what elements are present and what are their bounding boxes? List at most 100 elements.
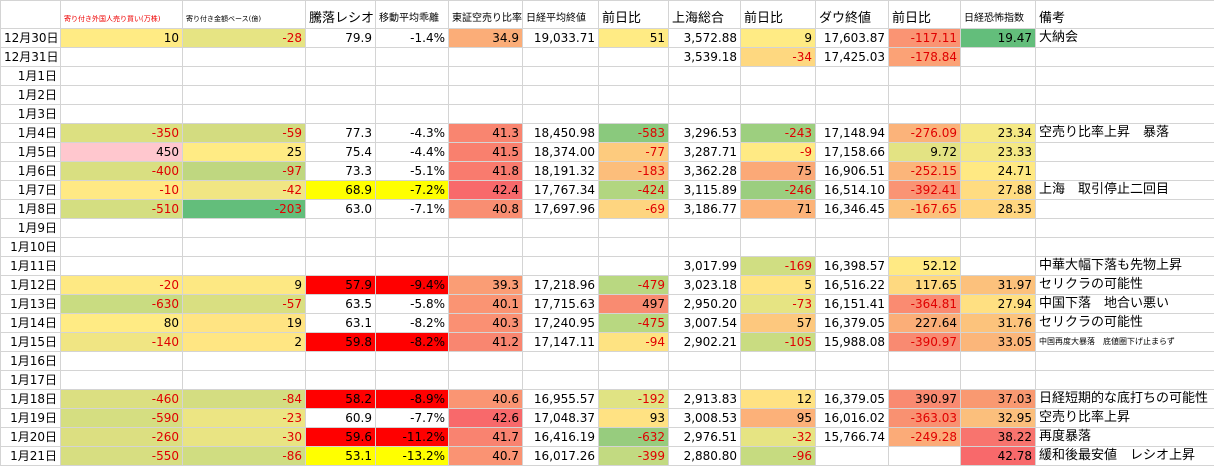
value-cell	[305, 351, 376, 371]
value-cell: 16,514.10	[815, 180, 889, 200]
value-cell	[448, 66, 523, 86]
value-cell	[375, 237, 449, 257]
date-cell: 1月3日	[0, 104, 61, 124]
value-cell	[182, 351, 306, 371]
value-cell	[448, 256, 523, 276]
value-cell	[375, 351, 449, 371]
value-cell: 2	[182, 332, 306, 352]
value-cell: -96	[740, 446, 816, 466]
value-cell	[448, 237, 523, 257]
value-cell: 17,148.94	[815, 123, 889, 143]
value-cell: 31.76	[960, 313, 1036, 333]
value-cell	[668, 66, 741, 86]
value-cell: 95	[740, 408, 816, 428]
value-cell: 3,572.88	[668, 28, 741, 48]
value-cell	[960, 66, 1036, 86]
value-cell: 24.71	[960, 161, 1036, 181]
value-cell: 3,023.18	[668, 275, 741, 295]
value-cell: -399	[598, 446, 669, 466]
value-cell	[960, 351, 1036, 371]
header-cell: 寄り付き金額ベース(億)	[182, 0, 306, 29]
value-cell	[740, 218, 816, 238]
value-cell: 58.2	[305, 389, 376, 409]
data-row: 1月1日	[0, 66, 1214, 86]
value-cell: 23.34	[960, 123, 1036, 143]
value-cell	[960, 256, 1036, 276]
value-cell	[668, 370, 741, 390]
note-cell	[1035, 370, 1214, 390]
note-cell	[1035, 104, 1214, 124]
value-cell	[305, 85, 376, 105]
value-cell: 17,603.87	[815, 28, 889, 48]
value-cell	[60, 104, 183, 124]
note-cell: 上海 取引停止二回目	[1035, 180, 1214, 200]
value-cell: 63.0	[305, 199, 376, 219]
value-cell	[448, 351, 523, 371]
value-cell	[522, 351, 599, 371]
value-cell: 60.9	[305, 408, 376, 428]
data-row: 1月15日 -140 2 59.8 -8.2% 41.2 17,147.11 -94 2,902…	[0, 332, 1214, 352]
value-cell: 16,346.45	[815, 199, 889, 219]
value-cell: -23	[182, 408, 306, 428]
value-cell: -105	[740, 332, 816, 352]
value-cell: -7.7%	[375, 408, 449, 428]
date-cell: 1月19日	[0, 408, 61, 428]
value-cell	[598, 85, 669, 105]
value-cell: -73	[740, 294, 816, 314]
value-cell: -390.97	[888, 332, 961, 352]
note-cell: 中国下落 地合い悪い	[1035, 294, 1214, 314]
value-cell: 27.88	[960, 180, 1036, 200]
data-row: 1月7日 -10 -42 68.9 -7.2% 42.4 17,767.34 -424 3,11…	[0, 180, 1214, 200]
date-cell: 1月1日	[0, 66, 61, 86]
value-cell: -246	[740, 180, 816, 200]
data-row: 1月9日	[0, 218, 1214, 238]
header-cell: 前日比	[888, 0, 961, 29]
value-cell: -632	[598, 427, 669, 447]
header-cell: 日経恐怖指数	[960, 0, 1036, 29]
value-cell: 80	[60, 313, 183, 333]
value-cell	[888, 446, 961, 466]
value-cell	[960, 85, 1036, 105]
value-cell	[60, 218, 183, 238]
value-cell: 32.95	[960, 408, 1036, 428]
value-cell: -69	[598, 199, 669, 219]
value-cell: 40.6	[448, 389, 523, 409]
value-cell	[740, 104, 816, 124]
value-cell	[960, 104, 1036, 124]
value-cell: 19	[182, 313, 306, 333]
note-cell: 中華大幅下落も先物上昇	[1035, 256, 1214, 276]
value-cell: -364.81	[888, 294, 961, 314]
value-cell: 40.1	[448, 294, 523, 314]
value-cell: 15,988.08	[815, 332, 889, 352]
value-cell	[522, 47, 599, 67]
value-cell: 10	[60, 28, 183, 48]
value-cell: -350	[60, 123, 183, 143]
value-cell	[740, 370, 816, 390]
value-cell: 17,715.63	[522, 294, 599, 314]
date-cell: 1月11日	[0, 256, 61, 276]
date-cell: 12月31日	[0, 47, 61, 67]
value-cell: 41.8	[448, 161, 523, 181]
value-cell: -590	[60, 408, 183, 428]
value-cell: -7.2%	[375, 180, 449, 200]
value-cell: 40.7	[448, 446, 523, 466]
value-cell	[598, 351, 669, 371]
value-cell: 16,906.51	[815, 161, 889, 181]
value-cell	[598, 47, 669, 67]
header-cell	[0, 0, 61, 29]
value-cell	[182, 47, 306, 67]
value-cell	[60, 237, 183, 257]
header-cell: 寄り付き外国人売り買い(万株)	[60, 0, 183, 29]
date-cell: 1月4日	[0, 123, 61, 143]
value-cell: 3,007.54	[668, 313, 741, 333]
value-cell	[305, 66, 376, 86]
value-cell	[60, 47, 183, 67]
value-cell: 25	[182, 142, 306, 162]
value-cell: 31.97	[960, 275, 1036, 295]
data-row: 1月13日 -630 -57 63.5 -5.8% 40.1 17,715.63 497 2,9…	[0, 294, 1214, 314]
value-cell	[375, 218, 449, 238]
note-cell: 緩和後最安値 レシオ上昇	[1035, 446, 1214, 466]
data-row: 1月12日 -20 9 57.9 -9.4% 39.3 17,218.96 -479 3,023…	[0, 275, 1214, 295]
value-cell	[305, 256, 376, 276]
